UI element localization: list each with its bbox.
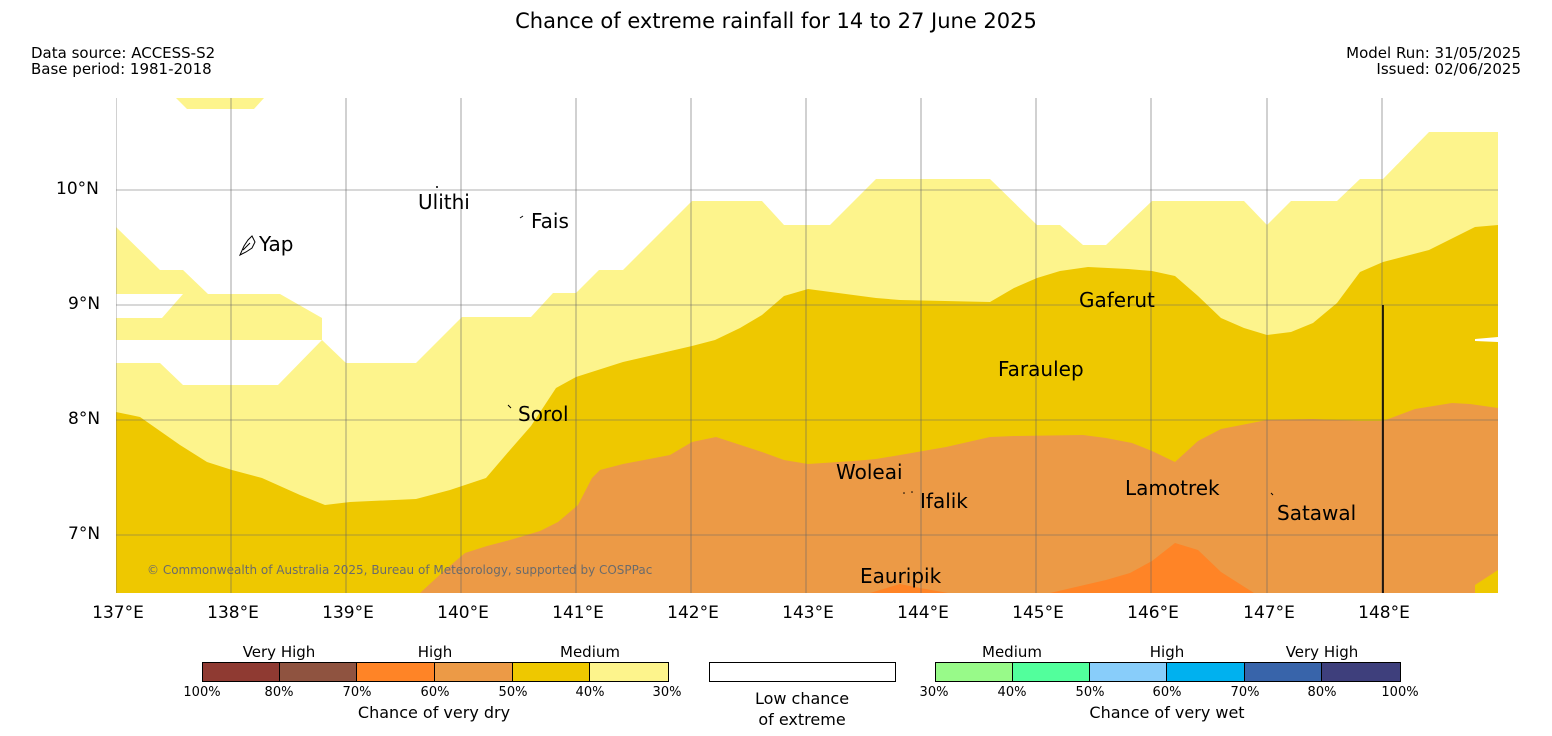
- place-label-ulithi: Ulithi: [418, 190, 470, 214]
- place-label-faraulep: Faraulep: [998, 357, 1084, 381]
- map-plot-area: [116, 98, 1498, 593]
- lat-label-10n: 10°N: [56, 179, 99, 199]
- place-label-yap: Yap: [259, 232, 294, 256]
- wet-tick-100: 100%: [1381, 685, 1419, 700]
- model-run: Model Run: 31/05/2025: [1346, 44, 1521, 62]
- lon-label-143e: 143°E: [782, 603, 834, 623]
- dry-zone-60-70: [870, 543, 1254, 593]
- wet-swatch-50-60: [1090, 663, 1168, 681]
- place-label-satawal: Satawal: [1277, 501, 1357, 525]
- data-source: Data source: ACCESS-S2: [31, 44, 216, 62]
- ifalik-island-shape-a: [903, 492, 905, 494]
- wet-swatch-30-40: [936, 663, 1013, 681]
- dry-swatch-30-40: [590, 663, 669, 681]
- wet-tick-40: 40%: [997, 685, 1027, 700]
- wet-colorbar: [935, 662, 1401, 682]
- low-chance-line1: Low chance: [754, 689, 850, 708]
- run-info: Model Run: 31/05/2025 Issued: 02/06/2025: [1346, 45, 1521, 77]
- copyright-notice: © Commonwealth of Australia 2025, Bureau…: [147, 563, 653, 577]
- place-label-fais: Fais: [531, 209, 569, 233]
- lon-label-139e: 139°E: [322, 603, 374, 623]
- sorol-island-shape: [507, 404, 512, 409]
- wet-tick-30: 30%: [919, 685, 949, 700]
- place-label-woleai: Woleai: [836, 460, 903, 484]
- dry-legend-title: Chance of very dry: [357, 703, 511, 722]
- dry-category-medium: Medium: [560, 643, 620, 661]
- place-label-sorol: Sorol: [518, 402, 569, 426]
- lon-label-142e: 142°E: [667, 603, 719, 623]
- wet-swatch-80-100: [1322, 663, 1401, 681]
- lat-label-8n: 8°N: [68, 409, 101, 429]
- ulithi-island-shape: [436, 186, 438, 188]
- wet-tick-70: 70%: [1230, 685, 1260, 700]
- dry-zone-50-60: [420, 403, 1498, 593]
- dry-tick-80: 80%: [264, 685, 294, 700]
- wet-category-very-high: Very High: [1285, 643, 1359, 661]
- lon-label-147e: 147°E: [1243, 603, 1295, 623]
- lon-label-148e: 148°E: [1358, 603, 1410, 623]
- lon-label-146e: 146°E: [1127, 603, 1179, 623]
- dry-swatch-40-50: [512, 663, 591, 681]
- issued-date: Issued: 02/06/2025: [1376, 60, 1521, 78]
- dry-colorbar: [202, 662, 669, 682]
- low-chance-label: Low chance of extreme: [722, 688, 882, 730]
- lat-label-9n: 9°N: [68, 294, 101, 314]
- dry-tick-30: 30%: [652, 685, 682, 700]
- lon-label-137e: 137°E: [92, 603, 144, 623]
- place-label-ifalik: Ifalik: [920, 489, 968, 513]
- satawal-island-shape: [1270, 492, 1274, 496]
- map-title: Chance of extreme rainfall for 14 to 27 …: [515, 9, 1037, 33]
- lat-label-7n: 7°N: [68, 524, 101, 544]
- wet-tick-50: 50%: [1075, 685, 1105, 700]
- dry-tick-100: 100%: [183, 685, 221, 700]
- wet-category-medium: Medium: [982, 643, 1042, 661]
- wet-category-high: High: [1149, 643, 1185, 661]
- fais-island-shape: [519, 215, 524, 219]
- ifalik-island-shape-b: [911, 491, 913, 493]
- dry-category-high: High: [417, 643, 453, 661]
- dry-swatch-70-80: [279, 663, 358, 681]
- lon-label-138e: 138°E: [207, 603, 259, 623]
- low-chance-line2: of extreme: [758, 710, 846, 729]
- low-chance-swatch: [709, 662, 896, 682]
- dry-tick-40: 40%: [575, 685, 605, 700]
- base-period: Base period: 1981-2018: [31, 60, 212, 78]
- source-info: Data source: ACCESS-S2 Base period: 1981…: [31, 45, 215, 77]
- dry-category-very-high: Very High: [242, 643, 316, 661]
- dry-tick-70: 70%: [342, 685, 372, 700]
- place-label-lamotrek: Lamotrek: [1125, 476, 1220, 500]
- coast-notch: [1475, 337, 1498, 342]
- wet-tick-80: 80%: [1307, 685, 1337, 700]
- place-label-eauripik: Eauripik: [860, 564, 942, 588]
- dry-tick-60: 60%: [420, 685, 450, 700]
- lon-label-141e: 141°E: [552, 603, 604, 623]
- lon-label-145e: 145°E: [1012, 603, 1064, 623]
- lon-label-140e: 140°E: [437, 603, 489, 623]
- dry-swatch-80-100: [203, 663, 280, 681]
- yap-island-shape: [238, 235, 256, 257]
- lon-label-144e: 144°E: [897, 603, 949, 623]
- wet-swatch-70-80: [1244, 663, 1323, 681]
- wet-legend-title: Chance of very wet: [1089, 703, 1245, 722]
- place-label-gaferut: Gaferut: [1079, 288, 1155, 312]
- graticule: [116, 98, 1498, 593]
- wet-swatch-40-50: [1012, 663, 1091, 681]
- dry-tick-50: 50%: [498, 685, 528, 700]
- dry-swatch-50-60: [435, 663, 513, 681]
- dry-swatch-60-70: [357, 663, 436, 681]
- wet-tick-60: 60%: [1152, 685, 1182, 700]
- wet-swatch-60-70: [1167, 663, 1245, 681]
